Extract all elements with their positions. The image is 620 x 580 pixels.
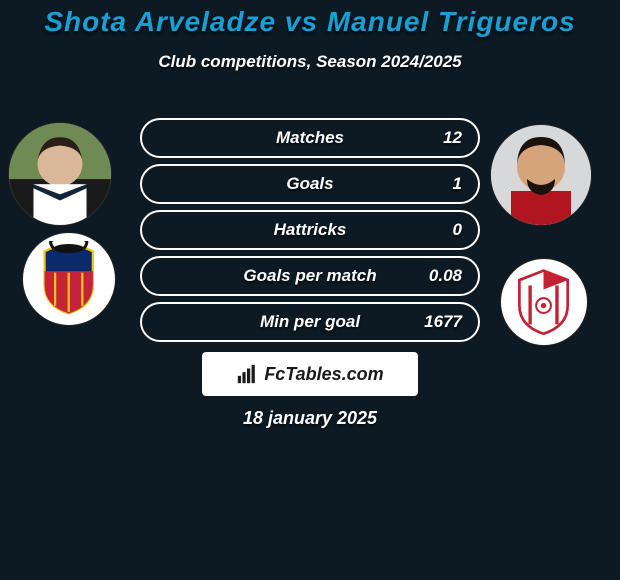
stat-label: Hattricks	[274, 220, 347, 240]
stat-label: Goals	[286, 174, 333, 194]
stat-row: Matches 12	[140, 118, 480, 158]
club-left-logo-svg	[31, 241, 106, 316]
stats-list: Matches 12 Goals 1 Hattricks 0 Goals per…	[140, 118, 480, 348]
player-right-avatar	[490, 124, 592, 226]
stat-label: Matches	[276, 128, 344, 148]
club-right-logo	[500, 258, 588, 346]
stat-value-right: 0	[453, 220, 462, 240]
stat-value-right: 1677	[424, 312, 462, 332]
page-title: Shota Arveladze vs Manuel Trigueros	[0, 0, 620, 38]
club-right-logo-svg	[510, 268, 577, 335]
stat-label: Goals per match	[243, 266, 376, 286]
player-right-avatar-svg	[491, 125, 591, 225]
club-left-logo	[22, 232, 116, 326]
player-left-avatar	[8, 122, 112, 226]
stat-row: Hattricks 0	[140, 210, 480, 250]
stat-row: Goals per match 0.08	[140, 256, 480, 296]
stat-value-right: 0.08	[429, 266, 462, 286]
date-text: 18 january 2025	[0, 408, 620, 429]
stat-label: Min per goal	[260, 312, 360, 332]
subtitle: Club competitions, Season 2024/2025	[0, 52, 620, 72]
stat-row: Min per goal 1677	[140, 302, 480, 342]
infographic-root: Shota Arveladze vs Manuel Trigueros Club…	[0, 0, 620, 580]
brand-box: FcTables.com	[202, 352, 418, 396]
chart-icon	[236, 363, 258, 385]
stat-value-right: 12	[443, 128, 462, 148]
stat-row: Goals 1	[140, 164, 480, 204]
player-left-avatar-svg	[9, 123, 111, 225]
stat-value-right: 1	[453, 174, 462, 194]
brand-text: FcTables.com	[264, 364, 383, 385]
